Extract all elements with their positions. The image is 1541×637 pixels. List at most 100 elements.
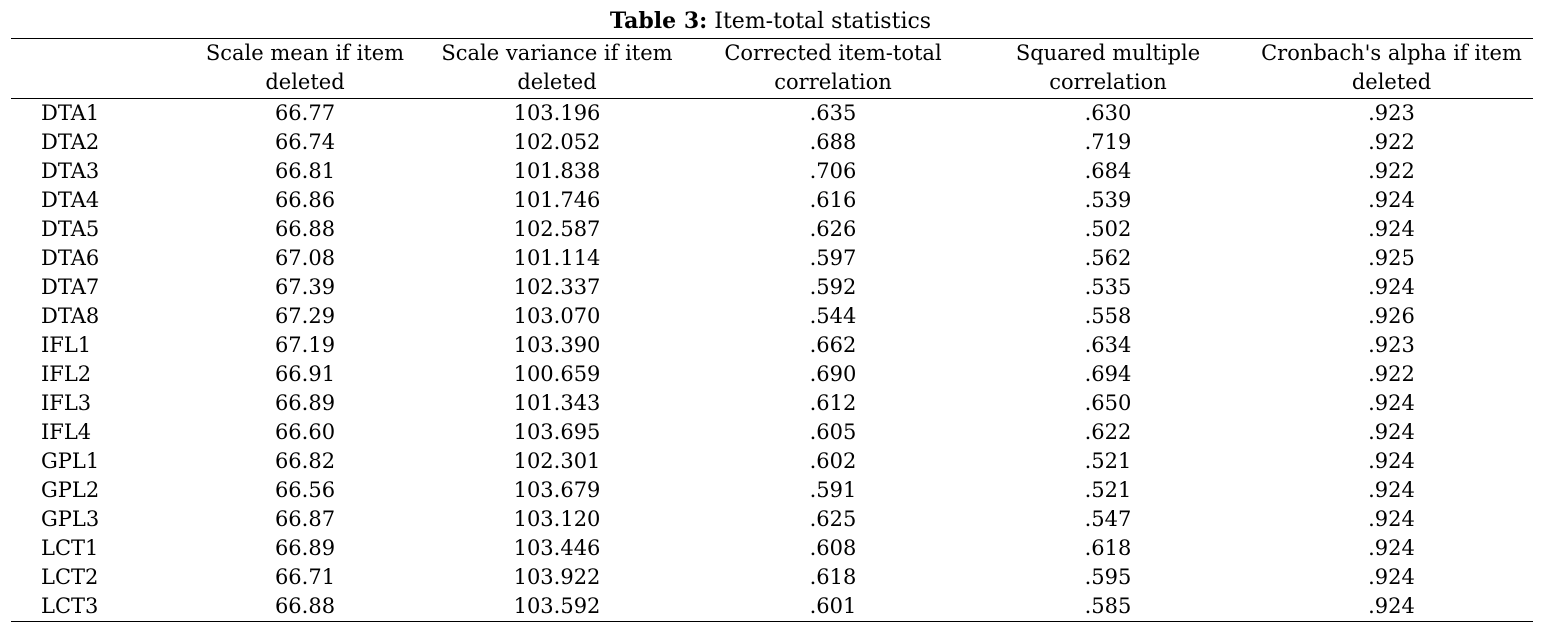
cell-item-label: IFL3 xyxy=(41,391,92,415)
cell-cronbach-alpha: .923 xyxy=(1368,101,1415,125)
item-total-statistics-table: Scale mean if item deleted Scale varianc… xyxy=(11,38,1533,622)
cell-corrected-correlation: .602 xyxy=(809,449,857,473)
table-row: GPL2 66.56 103.679 .591 .521 .924 xyxy=(11,476,1533,505)
cell-cronbach-alpha: .924 xyxy=(1368,536,1415,560)
cell-scale-mean: 66.77 xyxy=(274,101,336,125)
cell-squared-multiple-correlation: .684 xyxy=(1084,159,1132,183)
cell-scale-mean: 66.81 xyxy=(274,159,336,183)
table-body: DTA1 66.77 103.196 .635 .630 .923 DTA2 66.74 102… xyxy=(11,99,1533,622)
cell-cronbach-alpha: .922 xyxy=(1368,362,1415,386)
cell-item-label: GPL3 xyxy=(41,507,100,531)
cell-item-label: DTA8 xyxy=(41,304,100,328)
header-cell-item xyxy=(11,39,196,99)
cell-scale-variance: 103.592 xyxy=(513,594,601,618)
cell-item-label: DTA5 xyxy=(41,217,100,241)
cell-scale-mean: 67.19 xyxy=(274,333,336,357)
cell-scale-variance: 103.679 xyxy=(513,478,601,502)
cell-squared-multiple-correlation: .535 xyxy=(1084,275,1132,299)
cell-corrected-correlation: .612 xyxy=(809,391,857,415)
cell-item-label: IFL4 xyxy=(41,420,92,444)
cell-squared-multiple-correlation: .547 xyxy=(1084,507,1132,531)
cell-item-label: DTA1 xyxy=(41,101,100,125)
cell-corrected-correlation: .618 xyxy=(809,565,857,589)
table-row: IFL3 66.89 101.343 .612 .650 .924 xyxy=(11,389,1533,418)
table-row: DTA1 66.77 103.196 .635 .630 .923 xyxy=(11,99,1533,129)
cell-squared-multiple-correlation: .502 xyxy=(1084,217,1132,241)
cell-cronbach-alpha: .922 xyxy=(1368,159,1415,183)
cell-squared-multiple-correlation: .719 xyxy=(1084,130,1132,154)
cell-squared-multiple-correlation: .634 xyxy=(1084,333,1132,357)
cell-cronbach-alpha: .925 xyxy=(1368,246,1415,270)
cell-scale-mean: 67.29 xyxy=(274,304,336,328)
cell-scale-variance: 103.070 xyxy=(513,304,601,328)
cell-scale-mean: 66.88 xyxy=(274,594,336,618)
cell-item-label: IFL2 xyxy=(41,362,92,386)
cell-corrected-correlation: .597 xyxy=(809,246,857,270)
table-row: DTA6 67.08 101.114 .597 .562 .925 xyxy=(11,244,1533,273)
cell-squared-multiple-correlation: .650 xyxy=(1084,391,1132,415)
table-row: DTA2 66.74 102.052 .688 .719 .922 xyxy=(11,128,1533,157)
cell-cronbach-alpha: .922 xyxy=(1368,130,1415,154)
cell-scale-mean: 66.89 xyxy=(274,536,336,560)
cell-squared-multiple-correlation: .694 xyxy=(1084,362,1132,386)
cell-squared-multiple-correlation: .630 xyxy=(1084,101,1132,125)
header-cell-scale-variance: Scale variance if item deleted xyxy=(441,41,673,94)
cell-corrected-correlation: .706 xyxy=(809,159,857,183)
cell-squared-multiple-correlation: .539 xyxy=(1084,188,1132,212)
cell-item-label: DTA2 xyxy=(41,130,100,154)
cell-scale-mean: 66.71 xyxy=(274,565,336,589)
cell-cronbach-alpha: .926 xyxy=(1368,304,1415,328)
cell-scale-variance: 101.114 xyxy=(513,246,601,270)
cell-squared-multiple-correlation: .521 xyxy=(1084,449,1132,473)
cell-scale-variance: 102.301 xyxy=(513,449,601,473)
cell-scale-variance: 103.120 xyxy=(513,507,601,531)
cell-scale-variance: 103.446 xyxy=(513,536,601,560)
cell-corrected-correlation: .608 xyxy=(809,536,857,560)
cell-corrected-correlation: .544 xyxy=(809,304,857,328)
cell-cronbach-alpha: .924 xyxy=(1368,391,1415,415)
cell-item-label: DTA7 xyxy=(41,275,100,299)
cell-scale-mean: 66.86 xyxy=(274,188,336,212)
cell-squared-multiple-correlation: .595 xyxy=(1084,565,1132,589)
cell-cronbach-alpha: .924 xyxy=(1368,507,1415,531)
cell-corrected-correlation: .625 xyxy=(809,507,857,531)
cell-scale-variance: 103.390 xyxy=(513,333,601,357)
table-row: GPL3 66.87 103.120 .625 .547 .924 xyxy=(11,505,1533,534)
cell-squared-multiple-correlation: .521 xyxy=(1084,478,1132,502)
cell-scale-variance: 102.587 xyxy=(513,217,601,241)
cell-item-label: DTA4 xyxy=(41,188,100,212)
table-caption-label: Table 3: xyxy=(609,8,708,34)
cell-scale-variance: 101.746 xyxy=(513,188,601,212)
header-cell-cronbach-alpha: Cronbach's alpha if item deleted xyxy=(1261,41,1522,94)
header-cell-scale-mean: Scale mean if item deleted xyxy=(205,41,405,94)
cell-item-label: DTA3 xyxy=(41,159,100,183)
cell-scale-mean: 66.87 xyxy=(274,507,336,531)
cell-cronbach-alpha: .924 xyxy=(1368,275,1415,299)
cell-scale-variance: 100.659 xyxy=(513,362,601,386)
cell-scale-variance: 102.337 xyxy=(513,275,601,299)
table-row: LCT3 66.88 103.592 .601 .585 .924 xyxy=(11,592,1533,622)
cell-item-label: LCT1 xyxy=(41,536,99,560)
cell-scale-mean: 66.91 xyxy=(274,362,336,386)
cell-item-label: DTA6 xyxy=(41,246,100,270)
cell-cronbach-alpha: .924 xyxy=(1368,188,1415,212)
cell-squared-multiple-correlation: .562 xyxy=(1084,246,1132,270)
cell-cronbach-alpha: .924 xyxy=(1368,594,1415,618)
table-caption-title: Item-total statistics xyxy=(714,9,932,34)
cell-scale-mean: 66.82 xyxy=(274,449,336,473)
cell-cronbach-alpha: .924 xyxy=(1368,420,1415,444)
header-cell-corrected-correlation: Corrected item-total correlation xyxy=(724,41,942,94)
table-row: IFL2 66.91 100.659 .690 .694 .922 xyxy=(11,360,1533,389)
cell-scale-mean: 66.89 xyxy=(274,391,336,415)
table-caption: Table 3: Item-total statistics xyxy=(0,6,1541,37)
cell-corrected-correlation: .591 xyxy=(809,478,857,502)
header-cell-squared-multiple-correlation: Squared multiple correlation xyxy=(1015,41,1201,94)
cell-scale-variance: 103.695 xyxy=(513,420,601,444)
table-row: DTA5 66.88 102.587 .626 .502 .924 xyxy=(11,215,1533,244)
cell-scale-variance: 103.922 xyxy=(513,565,601,589)
cell-corrected-correlation: .635 xyxy=(809,101,857,125)
cell-squared-multiple-correlation: .622 xyxy=(1084,420,1132,444)
cell-cronbach-alpha: .924 xyxy=(1368,449,1415,473)
cell-scale-mean: 66.60 xyxy=(274,420,336,444)
